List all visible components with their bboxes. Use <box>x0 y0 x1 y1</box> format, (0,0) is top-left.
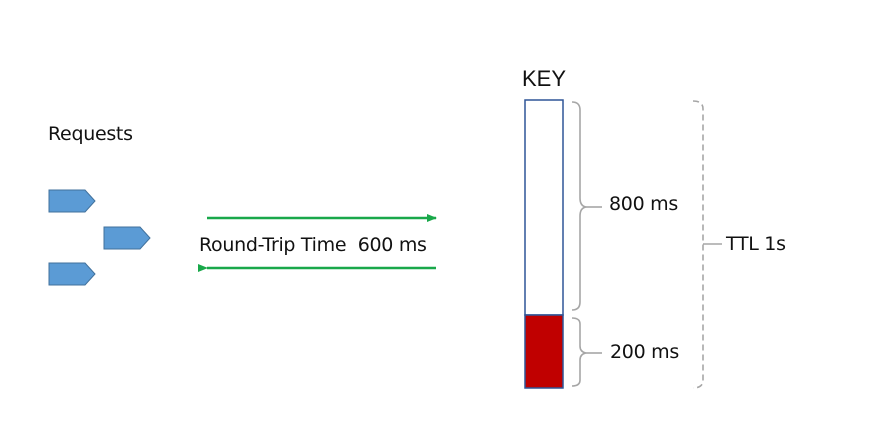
remaining-bracket <box>571 101 587 311</box>
request-shape <box>103 226 151 250</box>
remaining-label: 800 ms <box>609 193 678 215</box>
request-shapes <box>48 189 151 286</box>
key-remaining-segment <box>524 99 564 316</box>
ttl-label: TTL 1s <box>725 233 786 255</box>
key-elapsed-segment <box>524 314 564 389</box>
request-shape <box>48 189 96 213</box>
key-bar <box>524 99 564 389</box>
elapsed-bracket <box>571 317 587 387</box>
round-trip-label: Round-Trip Time 600 ms <box>199 234 427 256</box>
key-label: KEY <box>522 66 566 91</box>
ttl-bracket <box>692 100 704 389</box>
elapsed-label: 200 ms <box>610 341 679 363</box>
request-shape <box>48 262 96 286</box>
requests-label: Requests <box>48 123 133 145</box>
